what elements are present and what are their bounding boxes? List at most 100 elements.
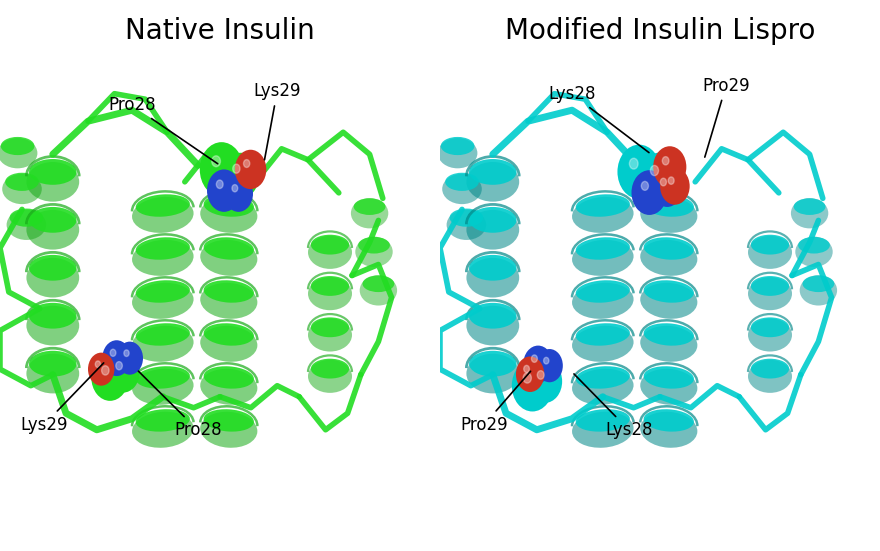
Ellipse shape	[572, 326, 634, 362]
Circle shape	[660, 168, 690, 205]
Circle shape	[101, 366, 109, 375]
Ellipse shape	[572, 197, 634, 233]
Circle shape	[106, 352, 140, 392]
Circle shape	[232, 185, 238, 192]
Circle shape	[235, 150, 267, 189]
Ellipse shape	[3, 174, 42, 204]
Ellipse shape	[469, 207, 517, 233]
Ellipse shape	[29, 207, 77, 233]
Circle shape	[92, 354, 128, 401]
Ellipse shape	[132, 240, 194, 276]
Ellipse shape	[641, 197, 697, 233]
Circle shape	[207, 169, 241, 212]
Ellipse shape	[308, 318, 352, 352]
Ellipse shape	[466, 258, 519, 298]
Ellipse shape	[201, 283, 257, 319]
Ellipse shape	[748, 277, 792, 310]
Ellipse shape	[311, 359, 349, 379]
Ellipse shape	[363, 276, 394, 292]
Circle shape	[224, 175, 253, 212]
Ellipse shape	[360, 276, 397, 305]
Ellipse shape	[641, 283, 697, 319]
Circle shape	[642, 181, 649, 190]
Text: Pro28: Pro28	[138, 371, 222, 439]
Ellipse shape	[466, 162, 519, 202]
Circle shape	[524, 345, 553, 383]
Ellipse shape	[203, 323, 254, 345]
Ellipse shape	[356, 237, 392, 267]
Circle shape	[653, 146, 686, 188]
Ellipse shape	[469, 351, 517, 376]
Ellipse shape	[201, 412, 257, 448]
Ellipse shape	[466, 210, 519, 250]
Ellipse shape	[751, 359, 789, 379]
Ellipse shape	[803, 276, 834, 292]
Ellipse shape	[132, 369, 194, 405]
Ellipse shape	[201, 240, 257, 276]
Ellipse shape	[466, 354, 519, 393]
Ellipse shape	[643, 280, 694, 302]
Circle shape	[95, 361, 100, 368]
Ellipse shape	[748, 360, 792, 393]
Ellipse shape	[26, 210, 79, 250]
Circle shape	[200, 142, 243, 197]
Ellipse shape	[308, 236, 352, 269]
Ellipse shape	[572, 283, 634, 319]
Ellipse shape	[136, 366, 190, 388]
Ellipse shape	[29, 255, 77, 280]
Circle shape	[632, 170, 667, 215]
Circle shape	[116, 361, 122, 370]
Ellipse shape	[643, 409, 694, 431]
Ellipse shape	[26, 306, 79, 345]
Circle shape	[629, 158, 638, 169]
Circle shape	[639, 153, 680, 204]
Ellipse shape	[443, 174, 482, 204]
Ellipse shape	[751, 276, 789, 296]
Ellipse shape	[643, 366, 694, 388]
Circle shape	[124, 350, 129, 356]
Ellipse shape	[643, 323, 694, 345]
Ellipse shape	[794, 198, 825, 215]
Circle shape	[102, 341, 131, 376]
Ellipse shape	[450, 208, 483, 227]
Ellipse shape	[26, 258, 79, 298]
Ellipse shape	[136, 409, 190, 431]
Ellipse shape	[641, 369, 697, 405]
Ellipse shape	[10, 208, 43, 227]
Circle shape	[528, 360, 562, 403]
Circle shape	[660, 178, 666, 186]
Ellipse shape	[796, 237, 832, 267]
Circle shape	[536, 349, 563, 382]
Ellipse shape	[798, 237, 830, 253]
Ellipse shape	[576, 237, 630, 260]
Ellipse shape	[791, 198, 828, 228]
Circle shape	[512, 360, 553, 412]
Ellipse shape	[469, 159, 517, 185]
Text: Lys28: Lys28	[548, 85, 649, 153]
Ellipse shape	[203, 195, 254, 217]
Circle shape	[532, 355, 538, 363]
Circle shape	[524, 365, 530, 372]
Ellipse shape	[136, 237, 190, 260]
Ellipse shape	[572, 369, 634, 405]
Circle shape	[223, 153, 259, 198]
Ellipse shape	[441, 137, 474, 155]
Ellipse shape	[576, 409, 630, 431]
Ellipse shape	[29, 351, 77, 376]
Ellipse shape	[26, 162, 79, 202]
Circle shape	[663, 156, 669, 165]
Ellipse shape	[469, 303, 517, 328]
Circle shape	[244, 160, 250, 168]
Circle shape	[668, 177, 674, 185]
Ellipse shape	[446, 210, 486, 240]
Ellipse shape	[201, 197, 257, 233]
Ellipse shape	[0, 138, 37, 169]
Ellipse shape	[351, 198, 388, 228]
Circle shape	[110, 349, 116, 356]
Circle shape	[216, 180, 224, 188]
Ellipse shape	[576, 195, 630, 217]
Ellipse shape	[641, 240, 697, 276]
Ellipse shape	[1, 137, 34, 155]
Ellipse shape	[136, 323, 190, 345]
Ellipse shape	[358, 237, 390, 253]
